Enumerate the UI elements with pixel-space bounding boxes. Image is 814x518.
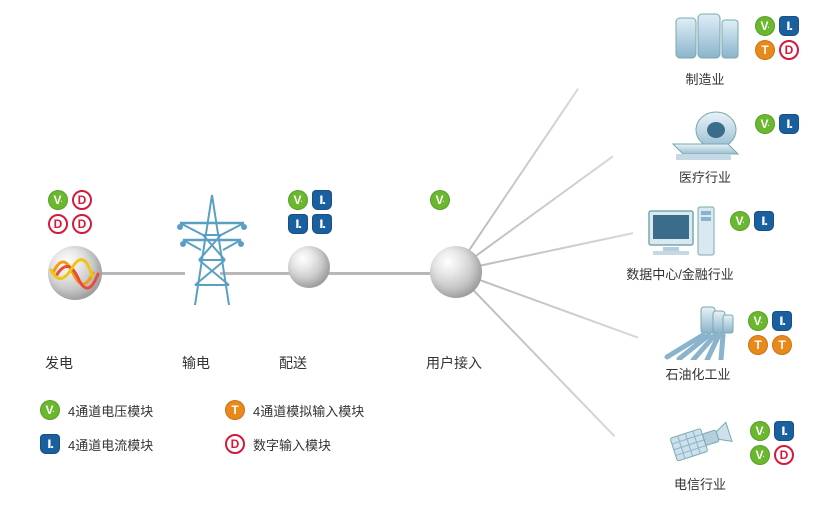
pipes-icon: [661, 305, 736, 360]
endpoint-petro: 石油化工业V.I.TT: [598, 305, 798, 383]
legend-item: D 数字输入模块: [225, 434, 410, 454]
v-badge: V.: [755, 16, 775, 36]
endpoint-label: 电信行业: [600, 474, 800, 493]
i-badge: I.: [779, 16, 799, 36]
stage-sphere: [430, 246, 482, 298]
i-badge: I.: [779, 114, 799, 134]
stage-dist: V.I.I.I.: [288, 246, 330, 288]
satellite-icon: [663, 415, 738, 470]
endpoint-badges: V.I.: [730, 211, 780, 231]
stage-sphere: [288, 246, 330, 288]
i-badge: I.: [312, 190, 332, 210]
i-badge: I.: [772, 311, 792, 331]
stage-sphere: [48, 246, 102, 300]
legend-item: V. 4通道电压模块: [40, 400, 225, 420]
d-badge: D: [72, 214, 92, 234]
stage-trans: [175, 185, 249, 310]
stage-label-dist: 配送: [279, 353, 339, 373]
connector-line: [95, 272, 185, 275]
pc-icon: [643, 205, 718, 260]
machines-icon: [668, 10, 743, 65]
legend-item: I. 4通道电流模块: [40, 434, 225, 454]
v-badge: V.: [40, 400, 60, 420]
d-badge: D: [225, 434, 245, 454]
d-badge: D: [48, 214, 68, 234]
t-badge: T: [755, 40, 775, 60]
v-badge: V.: [755, 114, 775, 134]
legend-item: T 4通道模拟输入模块: [225, 400, 410, 420]
tower-icon: [175, 185, 249, 310]
endpoint-label: 制造业: [605, 69, 805, 88]
legend-text: 4通道模拟输入模块: [253, 401, 364, 420]
d-badge: D: [774, 445, 794, 465]
t-badge: T: [772, 335, 792, 355]
v-badge: V.: [48, 190, 68, 210]
v-badge: V.: [288, 190, 308, 210]
i-badge: I.: [754, 211, 774, 231]
endpoint-badges: V.I.TD: [755, 16, 805, 60]
stage-label-gen: 发电: [45, 353, 105, 373]
t-badge: T: [748, 335, 768, 355]
stage-label-trans: 输电: [182, 353, 242, 373]
endpoint-label: 数据中心/金融行业: [580, 264, 780, 283]
endpoint-label: 石油化工业: [598, 364, 798, 383]
legend-text: 数字输入模块: [253, 435, 331, 454]
stage-access: V.: [430, 246, 482, 298]
d-badge: D: [779, 40, 799, 60]
i-badge: I.: [312, 214, 332, 234]
v-badge: V.: [748, 311, 768, 331]
endpoint-badges: V.I.: [755, 114, 805, 134]
i-badge: I.: [774, 421, 794, 441]
legend-text: 4通道电压模块: [68, 401, 153, 420]
v-badge: V.: [730, 211, 750, 231]
legend: V. 4通道电压模块 I. 4通道电流模块 T 4通道模拟输入模块 D 数字输入模块: [40, 400, 410, 468]
v-badge: V.: [750, 445, 770, 465]
t-badge: T: [225, 400, 245, 420]
v-badge: V.: [750, 421, 770, 441]
i-badge: I.: [288, 214, 308, 234]
endpoint-tele: 电信行业 V.I.V.D: [600, 415, 800, 493]
connector-line: [328, 272, 433, 275]
branch-ray: [454, 88, 578, 271]
ct-icon: [668, 108, 743, 163]
legend-text: 4通道电流模块: [68, 435, 153, 454]
endpoint-badges: V.I.TT: [748, 311, 798, 355]
endpoint-label: 医疗行业: [605, 167, 805, 186]
stage-badges: V.I.I.I.: [288, 190, 338, 234]
stage-badges: V.: [430, 190, 480, 210]
endpoint-mfg: 制造业 V.I.TD: [605, 10, 805, 88]
endpoint-med: 医疗行业 V.I.: [605, 108, 805, 186]
stage-label-access: 用户接入: [426, 353, 486, 373]
stage-badges: V.DDD: [48, 190, 98, 234]
i-badge: I.: [40, 434, 60, 454]
endpoint-badges: V.I.V.D: [750, 421, 800, 465]
stage-gen: V.DDD: [48, 246, 102, 300]
endpoint-data: 数据中心/金融行业 V.I.: [580, 205, 780, 283]
d-badge: D: [72, 190, 92, 210]
v-badge: V.: [430, 190, 450, 210]
